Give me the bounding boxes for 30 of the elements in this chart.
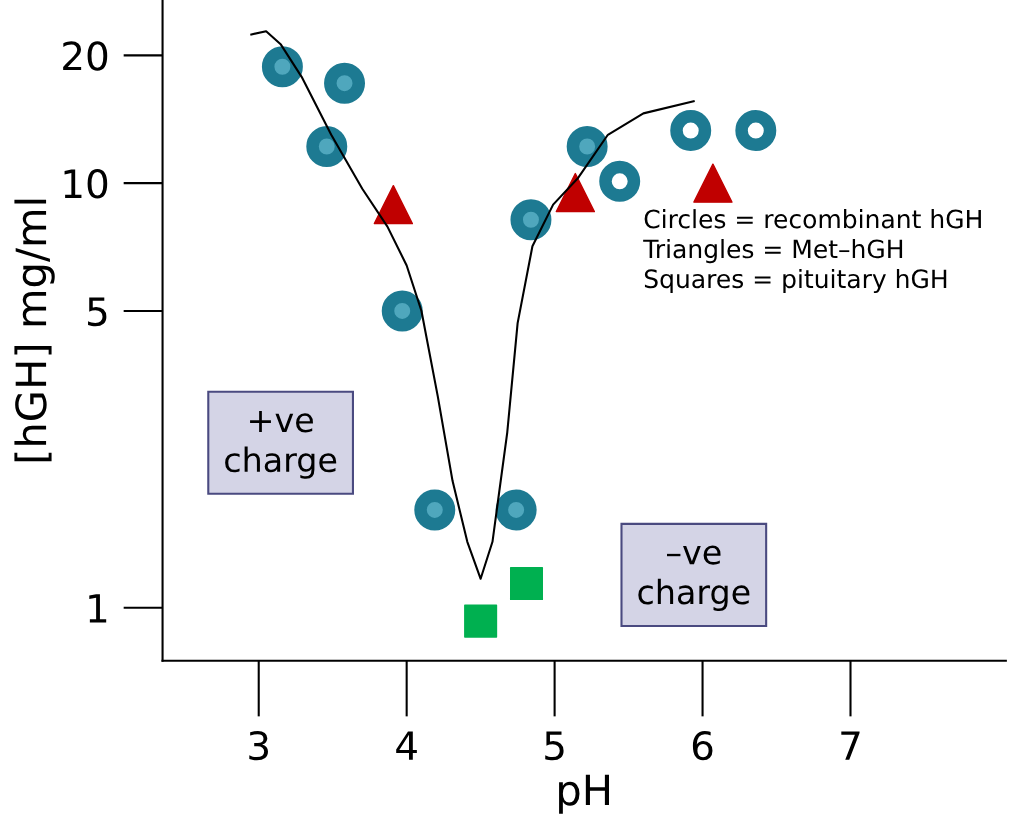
point [381,290,423,332]
y-tick-label: 5 [88,297,107,327]
point [306,126,348,167]
y-tick-label: 10 [64,169,108,199]
point [509,567,544,601]
x-tick-label: 3 [249,730,268,761]
x-axis-title: pH [559,774,609,814]
point [464,604,498,638]
x-tick-label: 5 [545,731,564,761]
annotation: +ve charge [225,411,337,479]
point [495,489,537,531]
x-tick-label: 7 [841,731,860,760]
point [555,172,596,213]
point [324,62,366,104]
point [566,126,608,167]
annotation: Circles = recombinant hGH Triangles = Met–hGH Squares = pituitary hGH [643,209,981,294]
annotation: –ve charge [638,545,750,611]
point [599,160,641,202]
x-tick-label: 6 [692,730,713,761]
point [261,46,303,88]
point [693,163,733,203]
point [373,184,414,225]
x-tick-label: 4 [396,731,417,760]
point [414,489,456,531]
point [670,110,712,152]
y-axis-title: [hGH] mg/ml [14,199,55,462]
y-tick-label: 20 [63,41,108,71]
y-tick-label: 1 [89,594,107,623]
point [735,110,777,152]
point [510,199,552,241]
